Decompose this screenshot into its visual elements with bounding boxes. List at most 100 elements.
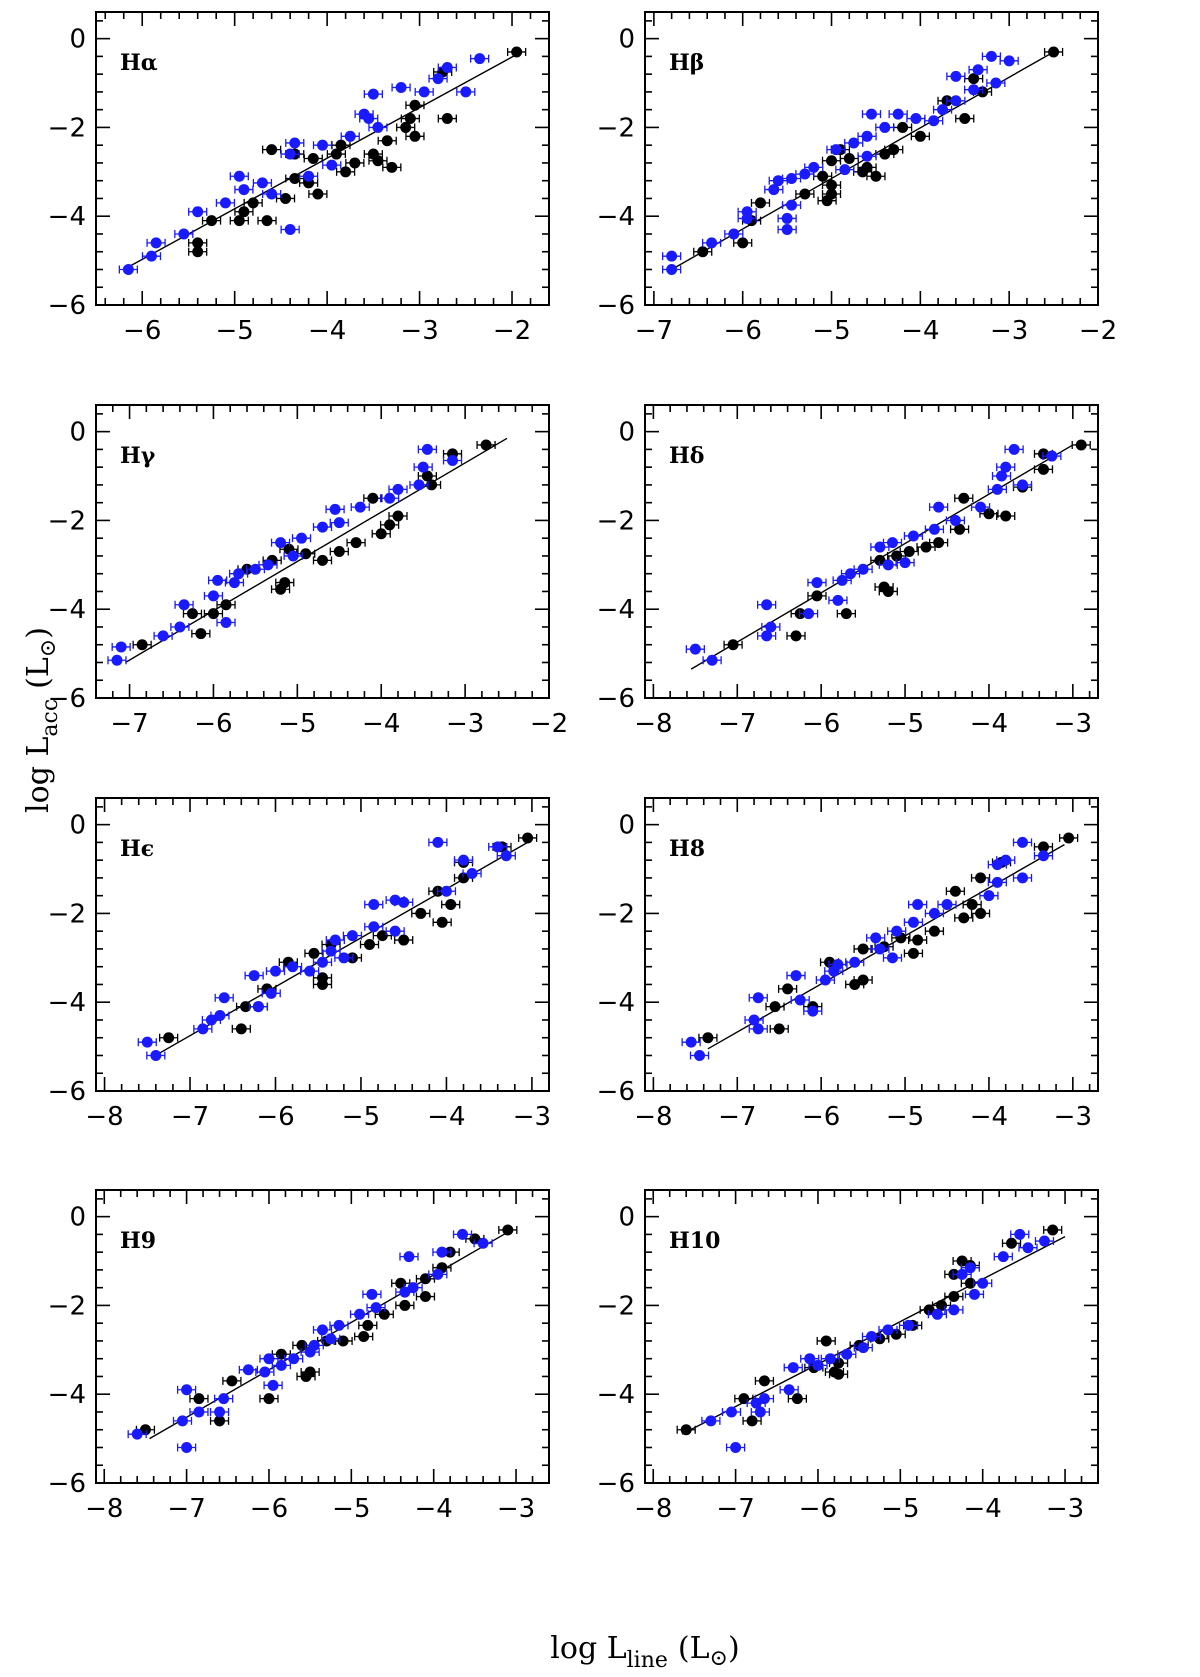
point-blue	[861, 150, 873, 162]
point-black	[376, 930, 388, 942]
panel-title: Hγ	[120, 443, 156, 469]
point-black	[826, 179, 838, 191]
x-tick-label: −6	[250, 1494, 288, 1524]
point-blue	[941, 899, 953, 911]
panel-4: −8 −7 −6 −5 −4 −3 0 −2 −4 −6 Hδ	[597, 404, 1099, 739]
point-blue	[197, 1023, 209, 1035]
point-black	[826, 155, 838, 167]
y-tick-label: −6	[597, 1469, 635, 1499]
point-blue	[157, 630, 169, 642]
x-tick-label: −5	[886, 709, 924, 739]
point-black	[349, 157, 361, 169]
point-blue	[233, 568, 245, 580]
point-black	[136, 639, 148, 651]
point-blue	[928, 907, 940, 919]
point-black	[392, 510, 404, 522]
point-black	[330, 148, 342, 160]
point-blue	[781, 212, 793, 224]
point-blue	[436, 1246, 448, 1258]
point-black	[890, 1328, 902, 1340]
point-blue	[344, 130, 356, 142]
x-tick-label: −5	[278, 709, 316, 739]
point-blue	[325, 945, 337, 957]
point-black	[312, 188, 324, 200]
point-black	[975, 872, 987, 884]
x-tick-label: −6	[802, 1102, 840, 1132]
point-blue	[275, 537, 287, 549]
point-blue	[950, 70, 962, 82]
point-blue	[786, 172, 798, 184]
point-blue	[492, 841, 504, 853]
x-tick-label: −4	[308, 316, 346, 346]
point-black	[811, 590, 823, 602]
point-blue	[874, 943, 886, 955]
point-blue	[1014, 1228, 1026, 1240]
point-blue	[233, 170, 245, 182]
point-blue	[176, 1415, 188, 1427]
point-blue	[794, 994, 806, 1006]
point-blue	[284, 148, 296, 160]
point-blue	[706, 237, 718, 249]
point-blue	[333, 1319, 345, 1331]
point-blue	[358, 108, 370, 120]
point-blue	[256, 177, 268, 189]
point-blue	[389, 894, 401, 906]
point-black	[220, 599, 232, 611]
y-tick-label: −2	[48, 899, 86, 929]
x-tick-label: −2	[493, 316, 531, 346]
point-black	[958, 492, 970, 504]
panel-5: −8 −7 −6 −5 −4 −3 0 −2 −4 −6 Hϵ	[48, 797, 551, 1132]
point-black	[975, 907, 987, 919]
x-tick-label: −5	[332, 1494, 370, 1524]
point-blue	[830, 144, 842, 156]
point-blue	[447, 454, 459, 466]
point-blue	[392, 483, 404, 495]
y-tick-label: −4	[48, 988, 86, 1018]
x-tick-label: −5	[812, 316, 850, 346]
y-tick-label: −4	[48, 202, 86, 232]
point-black	[441, 113, 453, 125]
point-black	[192, 237, 204, 249]
point-blue	[333, 517, 345, 529]
point-blue	[458, 854, 470, 866]
x-tick-label: −7	[110, 709, 148, 739]
point-blue	[866, 1331, 877, 1342]
point-blue	[304, 1346, 316, 1358]
point-blue	[346, 930, 358, 942]
point-black	[888, 144, 900, 156]
point-blue	[857, 563, 869, 575]
point-blue	[968, 84, 980, 96]
point-blue	[477, 1237, 489, 1249]
x-axis-title-prefix: log L	[550, 1631, 626, 1666]
point-black	[139, 1424, 151, 1436]
point-black	[790, 630, 802, 642]
x-tick-label: −8	[634, 709, 672, 739]
point-blue	[783, 1384, 795, 1396]
point-black	[372, 155, 384, 167]
point-blue	[289, 137, 301, 149]
point-blue	[705, 1415, 717, 1427]
point-blue	[728, 228, 740, 240]
point-blue	[303, 170, 315, 182]
x-tick-label: −3	[1046, 1494, 1084, 1524]
point-black	[386, 161, 398, 173]
point-black	[289, 172, 301, 184]
point-blue	[968, 1288, 980, 1300]
plot-frame	[644, 404, 1099, 699]
point-black	[350, 537, 362, 549]
point-blue	[666, 263, 678, 275]
point-black	[702, 1032, 714, 1044]
point-black	[426, 479, 438, 491]
point-blue	[903, 1319, 915, 1331]
point-blue	[790, 970, 802, 982]
point-black	[206, 215, 218, 227]
panel-title: Hϵ	[120, 836, 154, 862]
x-tick-label: −6	[802, 709, 840, 739]
panel-title: H10	[669, 1228, 720, 1254]
y-tick-label: −6	[48, 1469, 86, 1499]
point-blue	[983, 890, 995, 902]
point-blue	[329, 934, 341, 946]
point-black	[791, 1393, 803, 1405]
y-tick-label: 0	[69, 1203, 86, 1233]
point-blue	[317, 139, 328, 151]
